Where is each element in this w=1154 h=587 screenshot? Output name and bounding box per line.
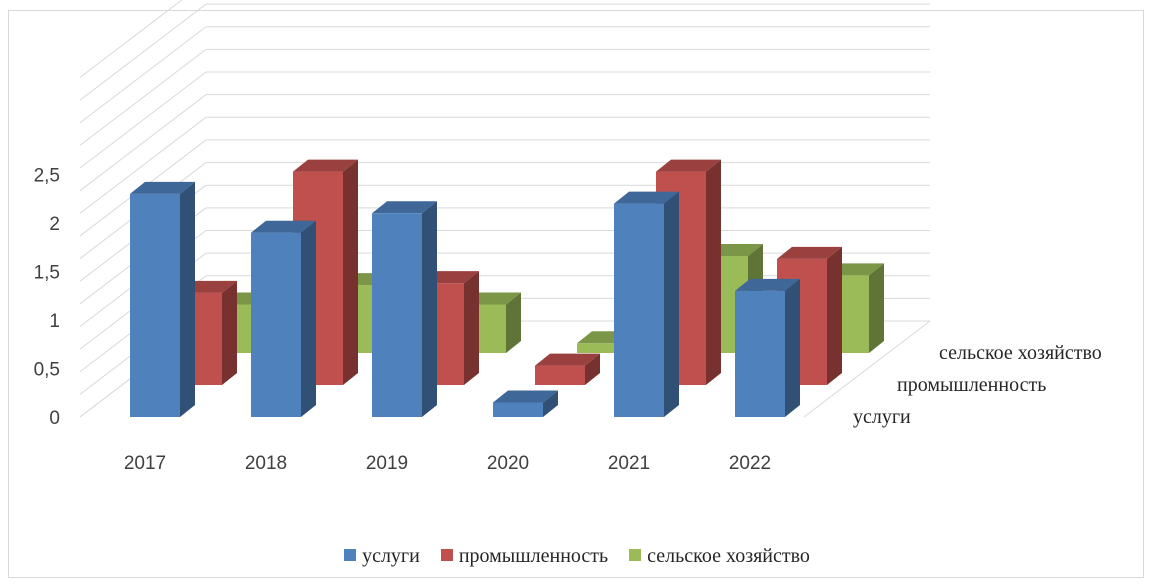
legend-item-industry: промышленность (440, 545, 609, 568)
side-wall-gridline (79, 94, 207, 192)
x-tick-label: 2019 (366, 453, 408, 474)
legend-item-agriculture: сельское хозяйство (629, 545, 810, 568)
side-wall-gridline (79, 49, 207, 146)
y-tick-label: 1 (49, 311, 60, 332)
y-tick-label: 0 (49, 408, 60, 429)
legend-label-industry: промышленность (458, 545, 609, 567)
legend-item-services: услуги (344, 545, 420, 568)
legend-swatch-agriculture (629, 549, 642, 561)
side-wall-gridline (79, 116, 207, 214)
depth-axis-label: сельское хозяйство (939, 342, 1102, 364)
bar-0-2018 (251, 220, 316, 417)
bar-0-2020 (493, 390, 558, 417)
bar-0-2019 (372, 201, 437, 417)
x-tick-label: 2021 (608, 453, 650, 474)
floor-edge-right (803, 320, 931, 418)
depth-axis-label: услуги (853, 406, 911, 428)
x-tick-label: 2020 (487, 453, 529, 474)
legend-swatch-industry (440, 549, 453, 561)
x-tick-label: 2018 (245, 453, 287, 474)
legend-label-agriculture: сельское хозяйство (647, 545, 810, 567)
legend-swatch-services (344, 549, 357, 561)
bar-0-2021 (614, 191, 679, 417)
y-tick-label: 2 (49, 214, 60, 235)
x-tick-label: 2017 (124, 453, 166, 474)
legend: услуги промышленность сельское хозяйство (0, 545, 1154, 568)
y-tick-label: 0,5 (34, 360, 60, 381)
side-wall-gridline (79, 3, 207, 101)
y-tick-label: 1,5 (34, 263, 60, 284)
y-tick-label: 2,5 (34, 166, 60, 187)
bar-0-2022 (735, 278, 800, 417)
depth-axis-label: промышленность (897, 374, 1046, 396)
side-wall-gridline (79, 0, 183, 78)
bar-0-2017 (130, 181, 195, 417)
x-tick-label: 2022 (729, 453, 771, 474)
bar-1-2020 (535, 353, 600, 385)
side-wall-gridline (79, 26, 207, 124)
legend-label-services: услуги (362, 545, 420, 567)
side-wall-gridline (79, 71, 207, 169)
